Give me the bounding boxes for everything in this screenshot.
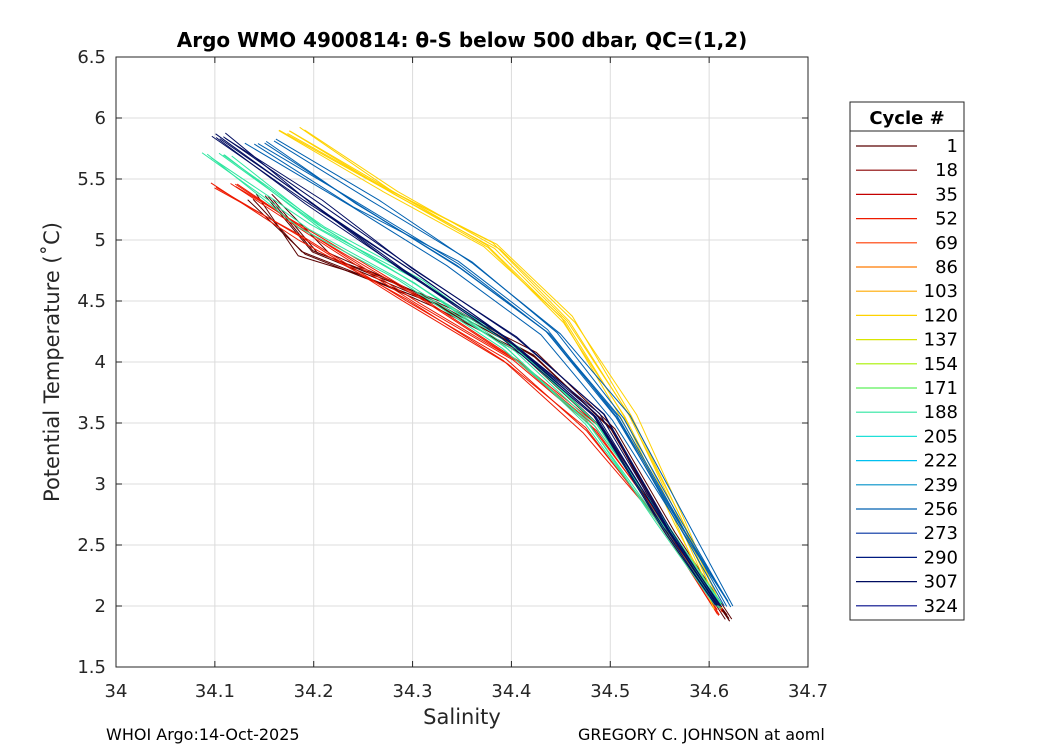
y-tick-label: 5 <box>95 230 106 251</box>
profile-line <box>222 154 722 606</box>
x-tick-label: 34.7 <box>788 681 828 702</box>
y-tick-label: 4.5 <box>77 291 106 312</box>
profile-line <box>264 142 728 607</box>
legend-label: 69 <box>935 233 958 254</box>
legend-label: 239 <box>924 475 958 496</box>
profile-line <box>231 155 723 607</box>
profile-line <box>304 129 723 609</box>
y-tick-label: 6 <box>95 108 106 129</box>
legend-label: 171 <box>924 378 958 399</box>
footer-source: WHOI Argo:14-Oct-2025 <box>106 725 300 744</box>
legend-label: 52 <box>935 209 958 230</box>
y-tick-label: 3.5 <box>77 413 106 434</box>
legend-label: 273 <box>924 523 958 544</box>
y-tick-label: 6.5 <box>77 47 106 68</box>
legend: Cycle # 1 18 35 52 69 86 103 120 137 154 171 188 205… <box>849 101 965 621</box>
profile-line <box>201 152 717 606</box>
x-tick-label: 34.5 <box>590 681 630 702</box>
profile-line <box>273 140 732 608</box>
profile-line <box>214 187 720 616</box>
legend-label: 1 <box>947 136 958 157</box>
series-4 <box>201 152 723 610</box>
profile-line <box>223 154 722 610</box>
legend-label: 86 <box>935 257 958 278</box>
legend-label: 290 <box>924 547 958 568</box>
legend-label: 137 <box>924 330 958 351</box>
series-2 <box>210 182 723 616</box>
x-tick-label: 34.3 <box>393 681 433 702</box>
x-axis-label: Salinity <box>423 705 501 729</box>
profile-line <box>223 136 721 607</box>
legend-label: 120 <box>924 305 958 326</box>
profile-line <box>244 142 725 606</box>
x-tick-label: 34.6 <box>689 681 729 702</box>
y-axis-label: Potential Temperature (˚C) <box>40 222 64 502</box>
y-tick-label: 1.5 <box>77 657 106 678</box>
x-tick-label: 34.2 <box>294 681 334 702</box>
profile-line <box>254 143 729 603</box>
x-tick-label: 34.4 <box>491 681 531 702</box>
profile-line <box>299 126 721 605</box>
legend-label: 18 <box>935 160 958 181</box>
legend-label: 205 <box>924 426 958 447</box>
x-tick-label: 34.1 <box>195 681 235 702</box>
profile-line <box>224 137 723 608</box>
legend-label: 188 <box>924 402 958 423</box>
legend-label: 154 <box>924 354 958 375</box>
y-tick-label: 5.5 <box>77 169 106 190</box>
series-curves <box>201 126 734 622</box>
footer-author: GREGORY C. JOHNSON at aoml <box>578 725 825 744</box>
profile-line <box>236 183 723 611</box>
chart-title: Argo WMO 4900814: θ-S below 500 dbar, QC… <box>177 28 747 52</box>
series-5 <box>244 138 734 608</box>
grid-lines <box>115 56 809 668</box>
legend-label: 35 <box>935 184 958 205</box>
profile-line <box>218 152 722 604</box>
series-1 <box>247 193 733 622</box>
profile-line <box>215 133 718 605</box>
axis-ticks: 34 34.1 34.2 34.3 34.4 34.5 34.6 34.7 1.5 2 2.5 3 3.… <box>77 47 828 702</box>
legend-label: 222 <box>924 451 958 472</box>
profile-line <box>211 135 719 606</box>
y-tick-label: 3 <box>95 474 106 495</box>
profile-line <box>271 193 733 620</box>
series-6 <box>211 132 723 608</box>
profile-line <box>288 130 718 603</box>
profile-line <box>225 132 718 606</box>
profile-line <box>215 186 718 611</box>
legend-items: 1 18 35 52 69 86 103 120 137 154 171 188 205 222 239 25… <box>856 136 958 617</box>
y-tick-label: 4 <box>95 352 106 373</box>
series-3 <box>278 126 723 610</box>
profile-line <box>215 137 716 606</box>
y-tick-label: 2 <box>95 596 106 617</box>
legend-label: 307 <box>924 572 958 593</box>
y-tick-label: 2.5 <box>77 535 106 556</box>
x-tick-label: 34 <box>105 681 128 702</box>
legend-title: Cycle # <box>869 108 944 129</box>
legend-label: 256 <box>924 499 958 520</box>
legend-label: 103 <box>924 281 958 302</box>
profile-line <box>210 182 718 615</box>
profile-line <box>275 138 734 607</box>
profile-line <box>230 183 720 616</box>
profile-line <box>206 153 716 606</box>
profile-line <box>210 156 720 609</box>
profile-line <box>257 143 729 602</box>
legend-label: 324 <box>924 596 958 617</box>
profile-line <box>235 186 723 613</box>
profile-line <box>287 133 718 605</box>
